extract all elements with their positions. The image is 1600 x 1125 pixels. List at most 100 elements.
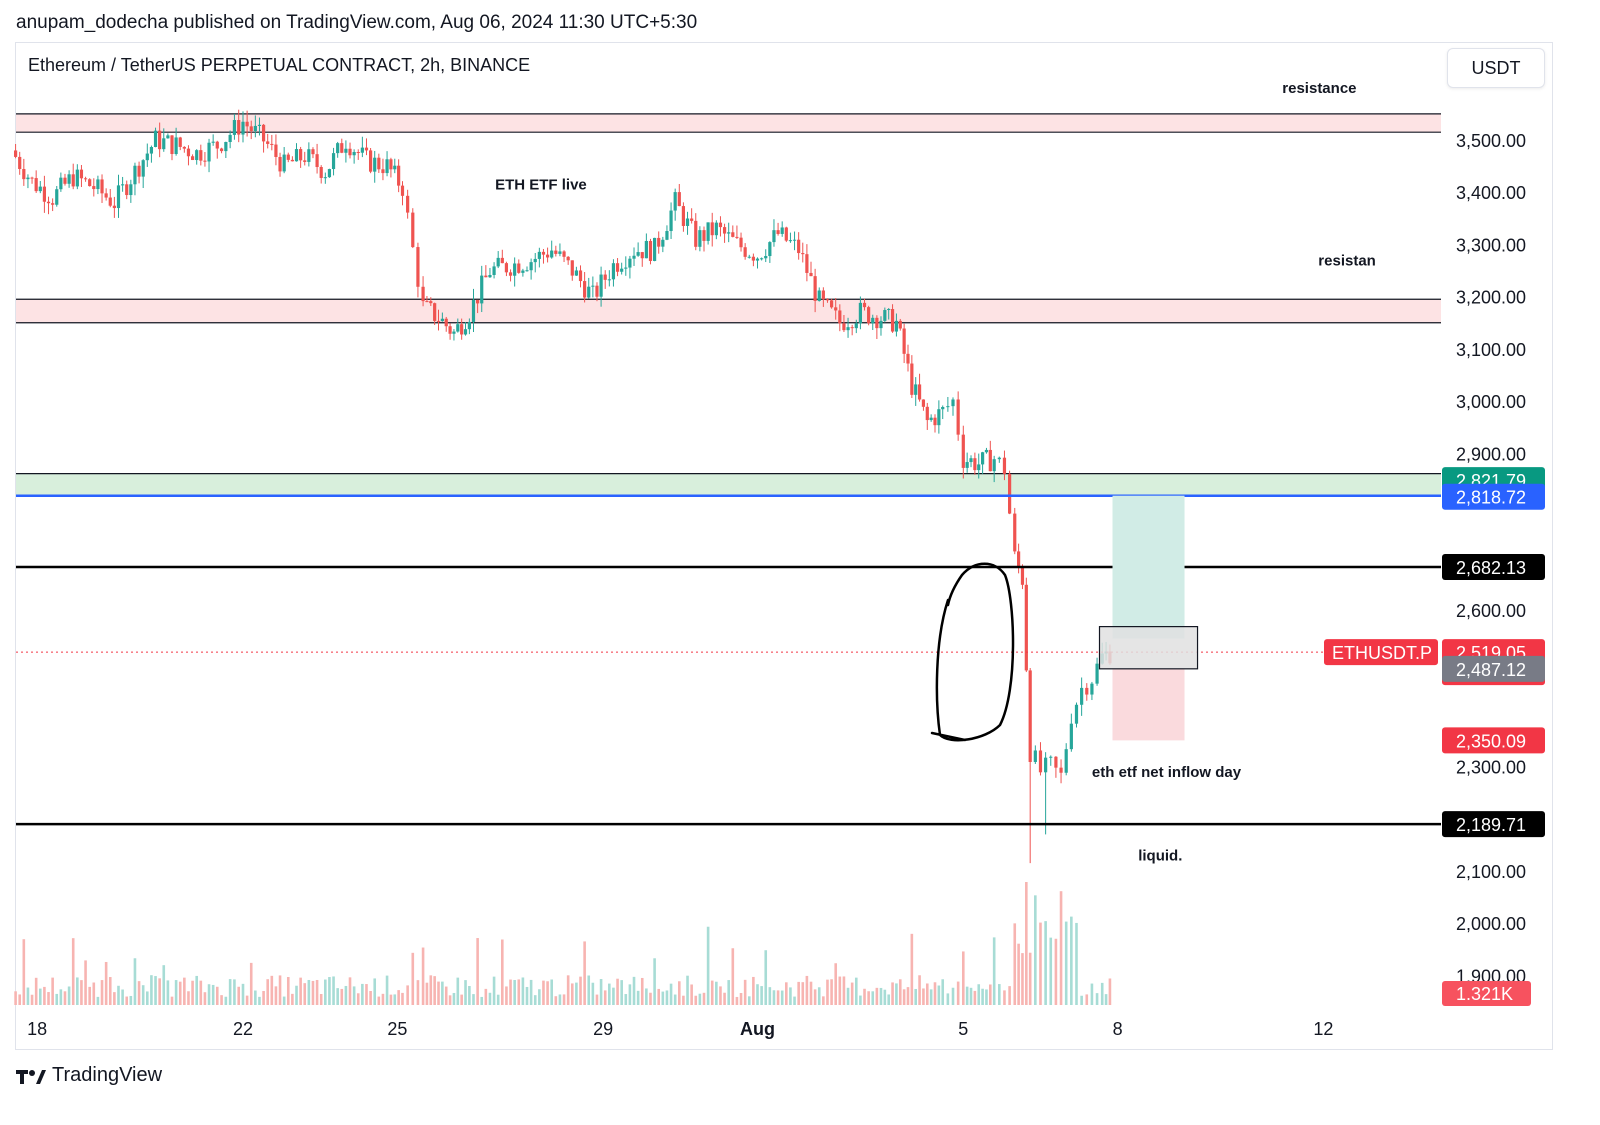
volume-bar [307,979,311,1005]
volume-bar [918,975,921,1005]
candle-body [764,256,768,259]
candle-body [406,195,410,213]
candle-body [190,156,195,161]
volume-bar [566,975,570,1005]
volume-bar [51,977,54,1005]
volume-bar [468,986,471,1005]
candle-body [112,205,116,209]
candle-body [1059,767,1063,773]
candle-body [319,167,323,178]
candle-body [875,317,879,329]
volume-bar [496,994,500,1005]
volume-bar [969,987,973,1005]
volume-bar [624,994,628,1005]
volume-bar [946,993,950,1005]
volume-bar [838,976,842,1005]
volume-bar [793,996,796,1005]
volume-bar [501,939,504,1005]
volume-bar [801,982,805,1005]
candle-body [1028,670,1032,762]
candle-body [821,290,825,300]
candle-body [51,203,55,205]
candle-body [75,169,79,187]
volume-bar [146,991,149,1005]
volume-bar [429,975,433,1005]
candle-body [817,290,821,301]
volume-bar [710,980,714,1005]
volume-bar [834,963,838,1005]
candle-body [129,184,133,196]
candle-body [956,399,960,435]
volume-bar [448,995,452,1005]
volume-bar [480,996,484,1005]
volume-bar [813,989,817,1005]
candle-body [941,406,945,410]
candle-body [1013,513,1017,552]
volume-bar [937,985,941,1005]
candle-body [858,302,862,324]
volume-bar [529,979,533,1005]
candle-body [838,310,842,324]
volume-bar [542,980,545,1005]
volume-bar [608,983,611,1005]
candle-body [805,254,809,273]
volume-bar [55,993,59,1005]
candle-body [603,274,607,280]
candle-body [685,218,690,226]
candle-body [797,239,801,254]
candle-body [871,317,875,324]
price-tag-bg [1442,811,1545,838]
candle-body [174,137,178,155]
candle-body [583,281,587,298]
candle-body [178,137,182,147]
brand-footer[interactable]: TradingView [16,1064,162,1087]
candle-body [854,323,858,329]
candle-body [286,154,290,160]
volume-bar [1008,986,1011,1005]
volume-bar [1044,921,1047,1005]
time-tick-label: 12 [1313,1019,1333,1039]
volume-bar [595,994,599,1005]
volume-bar [84,960,87,1005]
candle-body [747,256,751,258]
candle-body [743,247,747,257]
volume-bar [266,979,269,1005]
candle-body [360,147,364,153]
volume-bar [698,993,702,1005]
candle-body [416,247,420,287]
volume-bar [525,986,529,1005]
candle-body [307,149,311,162]
candle-body [274,144,278,157]
candle-body [829,300,834,308]
candle-body [727,232,731,234]
volume-bar [22,939,26,1005]
price-tag-current: 2,487.12 [1456,660,1526,680]
volume-bar [902,989,906,1005]
candle-body [232,120,237,135]
volume-bar [649,992,652,1005]
candle-body [170,135,174,155]
volume-bar [492,976,496,1005]
volume-bar [183,977,186,1005]
currency-button[interactable]: USDT [1447,48,1545,88]
candle-body [984,449,989,453]
volume-bar [63,991,67,1005]
candle-body [436,320,441,322]
volume-bar [18,994,22,1005]
volume-bar [640,977,644,1005]
candle-body [669,210,673,232]
volume-bar [476,938,479,1005]
candle-body [615,263,620,272]
volume-bar [846,987,850,1005]
price-tag: 2,350.09 [1456,731,1526,751]
candle-body [207,142,211,162]
volume-bar [871,991,875,1005]
volume-bar [603,990,607,1005]
volume-bar [1013,923,1017,1005]
volume-bar [859,995,862,1005]
candle-body [1064,749,1068,773]
zones-layer [16,113,1441,496]
candle-body [377,157,381,170]
candle-body [257,124,262,126]
